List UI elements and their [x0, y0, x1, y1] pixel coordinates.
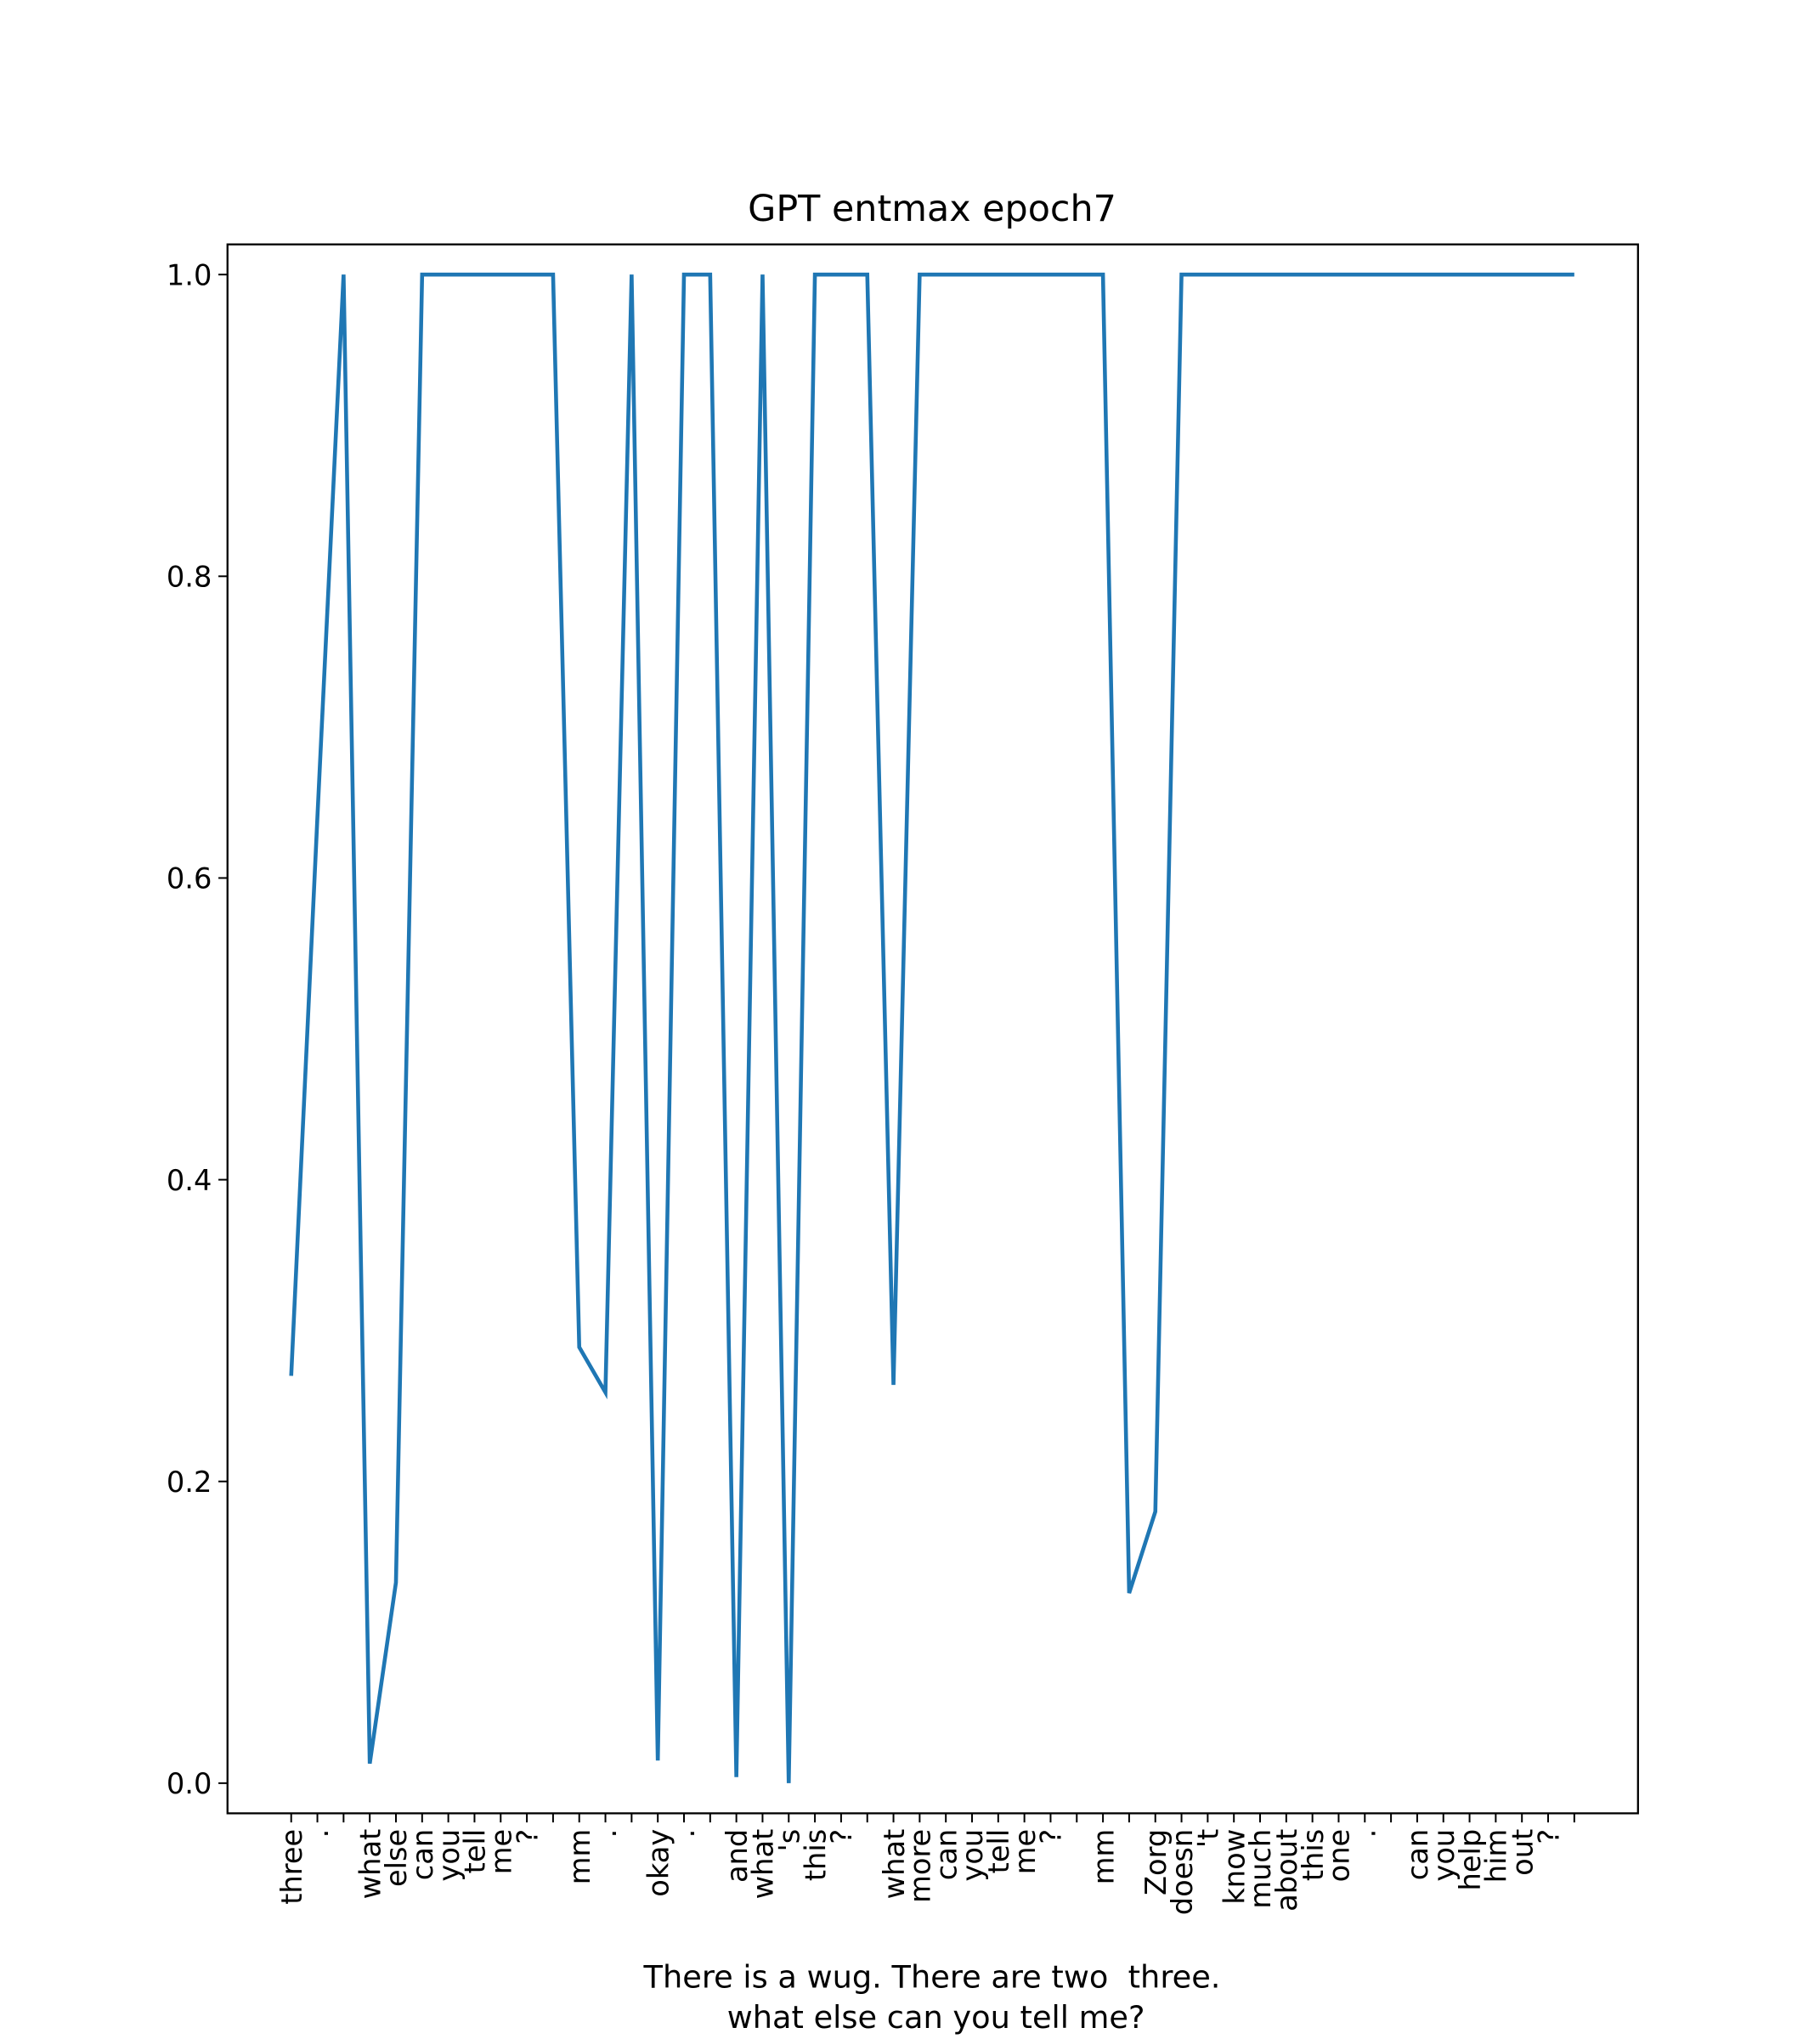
x-tick-label: this — [1297, 1829, 1330, 1881]
x-tick-label: ? — [511, 1829, 544, 1844]
x-tick-label: can — [930, 1829, 963, 1880]
x-tick-label: can — [406, 1829, 439, 1880]
x-tick-label: out — [1506, 1829, 1539, 1876]
x-tick-label: can — [1401, 1829, 1434, 1880]
x-tick-label: you — [956, 1829, 989, 1882]
x-tick-label: tell — [459, 1829, 492, 1874]
x-tick-label: ? — [1532, 1829, 1565, 1844]
chart-title: GPT entmax epoch7 — [748, 188, 1116, 230]
x-tick-label: . — [668, 1829, 701, 1838]
x-tick-label: about — [1270, 1829, 1303, 1912]
y-tick-label: 0.0 — [167, 1767, 212, 1800]
x-tick-label: one — [1323, 1829, 1356, 1883]
plot-frame — [226, 243, 1639, 1815]
x-tick-label: me — [485, 1829, 518, 1875]
line-series — [289, 272, 1574, 1783]
x-tick-label: me — [1009, 1829, 1042, 1875]
x-tick-label: this — [799, 1829, 832, 1881]
x-tick-label: you — [1427, 1829, 1461, 1882]
x-tick-label: tell — [982, 1829, 1015, 1874]
x-tick-label: much — [1244, 1829, 1277, 1909]
y-tick-label: 0.2 — [167, 1466, 212, 1499]
x-tick-label: what — [353, 1829, 387, 1900]
x-tick-label: three — [275, 1829, 308, 1905]
y-tick-label: 0.6 — [167, 862, 212, 895]
x-tick-label: help — [1454, 1829, 1487, 1891]
x-axis-label: what else can you tell me? — [727, 1999, 1145, 2036]
x-tick-label: more — [904, 1829, 937, 1903]
y-tick-label: 0.4 — [167, 1164, 212, 1197]
x-tick-label: you — [432, 1829, 466, 1882]
x-tick-label: what — [747, 1829, 780, 1900]
x-tick-label: mm — [563, 1829, 596, 1885]
x-axis-label: There is a wug. There are two three. — [643, 1958, 1221, 1995]
x-tick-label: Zorg — [1139, 1829, 1173, 1895]
x-tick-label: and — [721, 1829, 754, 1883]
x-tick-label: know — [1218, 1829, 1251, 1905]
x-tick-label: doesn — [1166, 1829, 1199, 1916]
x-tick-label: mm — [1087, 1829, 1120, 1885]
x-tick-label: okay — [642, 1829, 675, 1897]
x-tick-label: what — [878, 1829, 911, 1900]
y-tick-label: 0.8 — [167, 561, 212, 594]
x-tick-label: . — [302, 1829, 335, 1838]
x-tick-label: else — [380, 1829, 413, 1887]
x-tick-label: . — [590, 1829, 623, 1838]
x-tick-label: 's — [773, 1829, 806, 1852]
x-tick-label: 't — [1192, 1829, 1225, 1848]
x-tick-label: ? — [1035, 1829, 1068, 1844]
x-tick-label: him — [1480, 1829, 1513, 1883]
x-tick-label: . — [1349, 1829, 1382, 1838]
y-tick-label: 1.0 — [167, 258, 212, 291]
x-tick-label: ? — [825, 1829, 858, 1844]
